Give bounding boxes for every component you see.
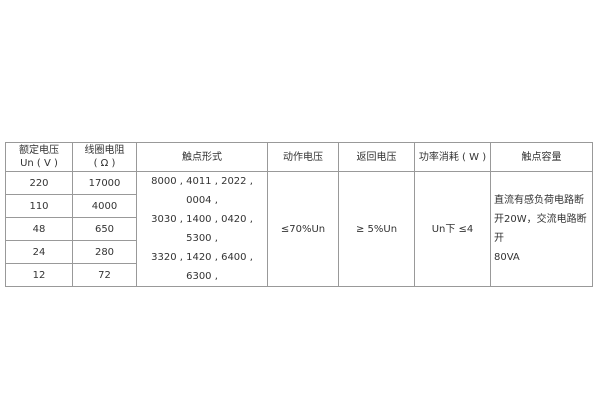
voltage-cell: 110: [5, 194, 73, 218]
header-power: 功率消耗 ( W ): [414, 142, 491, 172]
header-row: 额定电压 Un ( V ) 线圈电阻 ( Ω ) 触点形式 动作电压 返回电压 功率…: [5, 142, 593, 172]
resistance-cell: 72: [72, 263, 137, 287]
resistance-cell: 650: [72, 217, 137, 241]
header-rated-voltage: 额定电压 Un ( V ): [5, 142, 73, 172]
voltage-cell: 48: [5, 217, 73, 241]
header-coil-resistance: 线圈电阻 ( Ω ): [72, 142, 137, 172]
pickup-voltage-cell: ≤70%Un: [267, 171, 339, 287]
table-row: 12 72: [5, 263, 593, 287]
contact-form-line: 8000 , 4011 , 2022 , 0004 ,: [151, 176, 253, 206]
spec-table: 额定电压 Un ( V ) 线圈电阻 ( Ω ) 触点形式 动作电压 返回电压 功率…: [5, 142, 593, 287]
table-row: 220 17000 8000 , 4011 , 2022 , 0004 , 30…: [5, 171, 593, 287]
release-voltage-cell: ≥ 5%Un: [338, 171, 415, 287]
voltage-cell: 220: [5, 171, 73, 195]
contact-form-line: 3320 , 1420 , 6400 , 6300 ,: [151, 252, 253, 282]
resistance-cell: 280: [72, 240, 137, 264]
resistance-cell: 4000: [72, 194, 137, 218]
contact-capacity-cell: 直流有感负荷电路断 开20W，交流电路断开 80VA: [490, 171, 593, 287]
voltage-cell: 24: [5, 240, 73, 264]
capacity-line: 直流有感负荷电路断: [494, 195, 584, 206]
header-contact-form: 触点形式: [136, 142, 268, 172]
capacity-line: 80VA: [494, 252, 520, 263]
header-release-voltage: 返回电压: [338, 142, 415, 172]
voltage-cell: 12: [5, 263, 73, 287]
header-contact-capacity: 触点容量: [490, 142, 593, 172]
contact-form-cell: 8000 , 4011 , 2022 , 0004 , 3030 , 1400 …: [136, 171, 268, 287]
resistance-cell: 17000: [72, 171, 137, 195]
header-label: 额定电压: [19, 145, 59, 156]
header-pickup-voltage: 动作电压: [267, 142, 339, 172]
header-label: 线圈电阻: [84, 145, 125, 156]
header-unit: ( Ω ): [93, 158, 116, 169]
contact-form-line: 3030 , 1400 , 0420 , 5300 ,: [151, 214, 253, 244]
header-unit: Un ( V ): [20, 158, 58, 169]
table-row: 24 280: [5, 240, 593, 264]
power-cell: Un下 ≤4: [414, 171, 491, 287]
capacity-line: 开20W，交流电路断开: [494, 214, 587, 244]
